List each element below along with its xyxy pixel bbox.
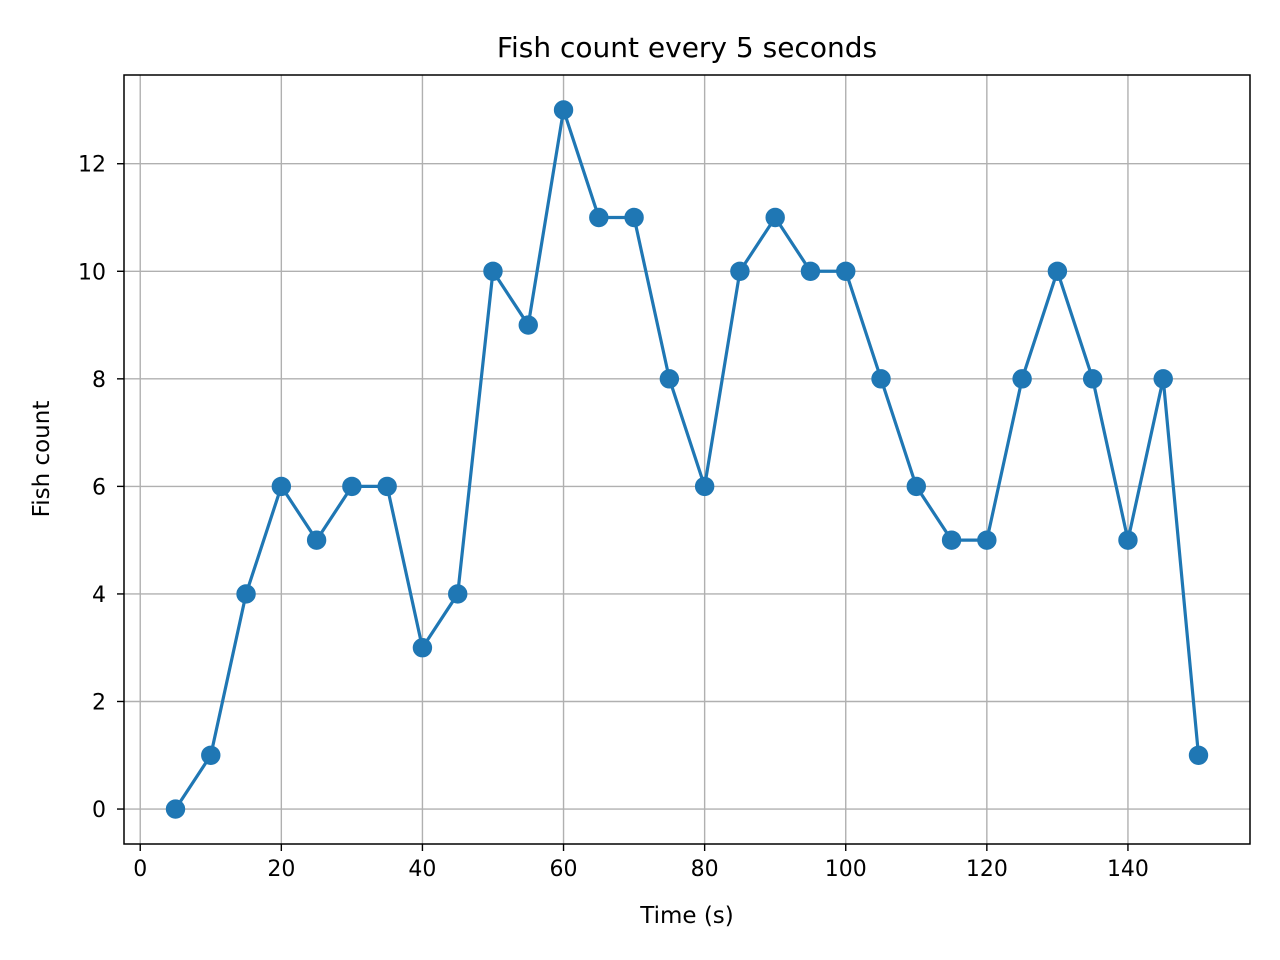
data-point <box>553 100 574 120</box>
x-tick-label: 140 <box>1107 857 1149 882</box>
data-point <box>1012 369 1032 389</box>
data-point <box>977 530 997 550</box>
data-point <box>1082 369 1103 389</box>
y-tick-label: 6 <box>92 475 106 500</box>
data-point <box>659 369 680 389</box>
x-tick-label: 40 <box>408 857 436 882</box>
chart-title: Fish count every 5 seconds <box>497 31 877 64</box>
x-tick-label: 120 <box>966 857 1008 882</box>
data-point <box>836 261 856 281</box>
y-tick-label: 0 <box>92 798 106 823</box>
data-point <box>765 207 785 228</box>
data-point <box>906 476 926 497</box>
x-tick-label: 0 <box>133 857 147 882</box>
x-tick-label: 100 <box>825 857 867 882</box>
data-point <box>448 584 468 604</box>
data-point <box>483 261 503 281</box>
point-layer <box>165 100 1209 819</box>
data-point <box>694 476 715 497</box>
data-point <box>941 530 962 550</box>
data-point <box>377 476 397 497</box>
y-tick-label: 4 <box>92 583 106 608</box>
data-point <box>871 369 891 389</box>
series-layer <box>173 108 1201 811</box>
data-point <box>236 584 256 604</box>
y-tick-label: 2 <box>92 690 106 715</box>
data-point <box>342 476 362 497</box>
x-tick-label: 80 <box>691 857 719 882</box>
data-point <box>518 315 538 335</box>
data-point <box>412 638 433 658</box>
data-point <box>800 261 821 281</box>
data-point <box>1153 369 1173 389</box>
data-point <box>624 207 644 228</box>
plot-frame <box>123 74 1251 845</box>
data-point <box>589 207 609 228</box>
y-axis-label: Fish count <box>29 401 55 518</box>
data-point <box>1188 745 1209 765</box>
y-tick-label: 8 <box>92 368 106 393</box>
data-point <box>730 261 750 281</box>
x-tick-label: 60 <box>550 857 578 882</box>
data-point <box>271 476 292 497</box>
x-axis-label: Time (s) <box>639 903 734 929</box>
data-point <box>165 799 186 819</box>
x-tick-label: 20 <box>267 857 295 882</box>
series-line <box>173 108 1201 811</box>
y-tick-label: 12 <box>78 153 106 178</box>
data-point <box>1047 261 1068 281</box>
data-point <box>1118 530 1138 550</box>
tick-layer: 0 20 40 60 80 100 120 140 0 2 4 6 8 10 12 <box>78 153 1149 882</box>
data-point <box>306 530 327 550</box>
data-point <box>201 745 221 765</box>
y-tick-label: 10 <box>78 260 106 285</box>
